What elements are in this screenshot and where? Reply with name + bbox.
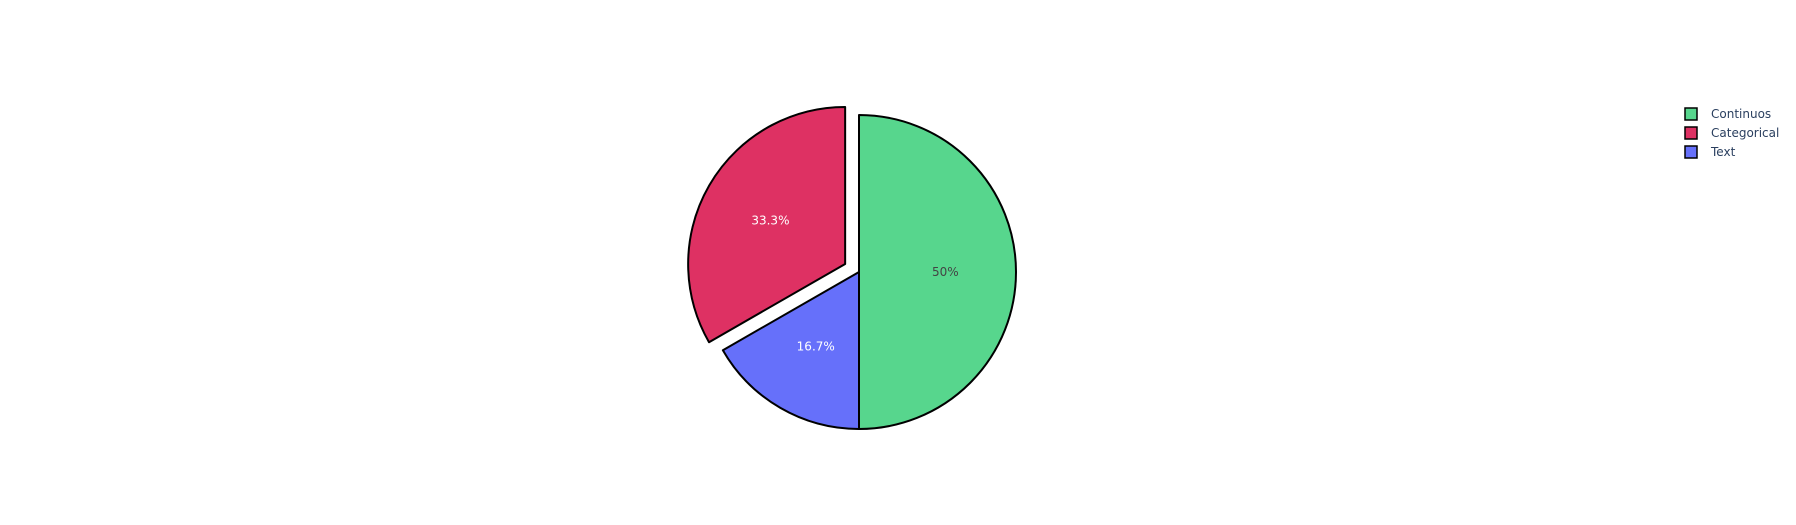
legend-item-continuos[interactable]: Continuos xyxy=(1684,107,1771,121)
pie-slice-categorical[interactable] xyxy=(687,105,847,344)
pie-slice-continuos[interactable] xyxy=(858,114,1017,430)
slice-percent-label: 33.3% xyxy=(751,214,789,228)
legend: Continuos Categorical Text xyxy=(1684,107,1779,159)
legend-swatch xyxy=(1684,126,1698,140)
legend-swatch xyxy=(1684,107,1698,121)
pie-slice-text[interactable] xyxy=(721,271,860,430)
pie-slices xyxy=(687,105,1017,430)
legend-label: Categorical xyxy=(1711,126,1779,140)
legend-item-text[interactable]: Text xyxy=(1684,145,1736,159)
legend-item-categorical[interactable]: Categorical xyxy=(1684,126,1779,140)
pie-slice-labels: 50% 16.7% 33.3% xyxy=(751,214,958,354)
legend-swatch xyxy=(1684,145,1698,159)
legend-label: Text xyxy=(1710,145,1736,159)
slice-percent-label: 50% xyxy=(932,265,959,279)
slice-percent-label: 16.7% xyxy=(797,340,835,354)
legend-label: Continuos xyxy=(1711,107,1771,121)
